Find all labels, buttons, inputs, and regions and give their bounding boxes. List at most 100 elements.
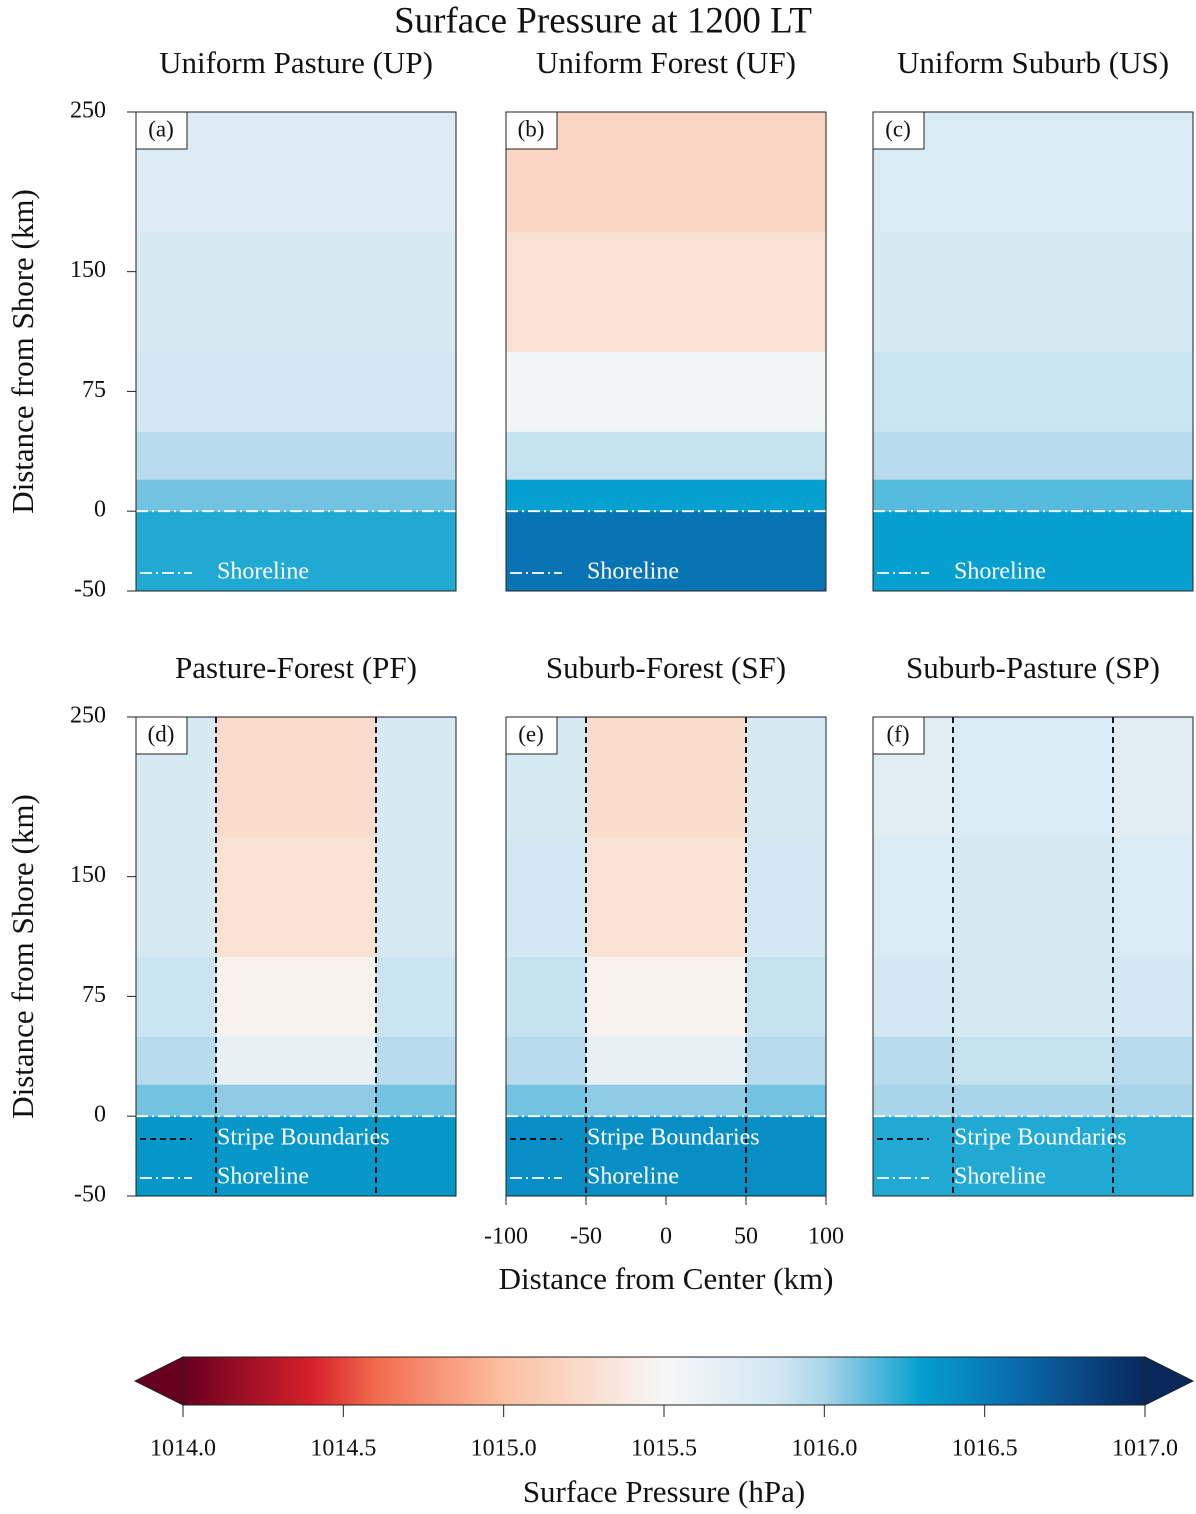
heatmap-cell	[873, 1116, 953, 1197]
heatmap-cell	[376, 1036, 456, 1085]
colorbar-tick-label: 1014.0	[150, 1436, 216, 1462]
colorbar-tick-label: 1016.0	[791, 1436, 857, 1462]
y-tick-label: 75	[82, 377, 106, 403]
heatmap-cell	[136, 351, 456, 432]
heatmap-cell	[506, 836, 586, 957]
heatmap-cell	[506, 231, 826, 352]
heatmap-cell	[376, 717, 456, 838]
x-tick-label: -100	[484, 1224, 528, 1250]
heatmap-cell	[586, 1036, 746, 1085]
heatmap-cell	[1113, 836, 1193, 957]
y-tick-label: 250	[70, 703, 106, 729]
heatmap-cell	[1113, 717, 1193, 838]
panel-label: (f)	[887, 721, 910, 746]
panel-title: Suburb-Pasture (SP)	[906, 650, 1160, 685]
heatmap-cell	[136, 956, 216, 1037]
heatmap-cell	[136, 1036, 216, 1085]
legend-label: Shoreline	[954, 1164, 1046, 1190]
heatmap-cell	[953, 956, 1113, 1037]
panel-title: Uniform Forest (UF)	[536, 45, 796, 80]
panel-label-box	[505, 111, 558, 150]
y-tick-label: -50	[74, 577, 106, 603]
panel-label-box	[872, 716, 925, 755]
legend-label: Stripe Boundaries	[217, 1125, 390, 1151]
panel-label: (b)	[518, 116, 545, 141]
heatmap-cell	[136, 511, 456, 592]
legend-label: Shoreline	[587, 1164, 679, 1190]
panel-title: Uniform Suburb (US)	[897, 45, 1169, 80]
legend-label: Shoreline	[217, 559, 309, 585]
y-tick-label: 250	[70, 98, 106, 124]
panel-frame	[872, 111, 1194, 592]
heatmap-cell	[746, 1036, 826, 1085]
heatmap-cell	[746, 956, 826, 1037]
heatmap-cell	[1113, 1084, 1193, 1117]
heatmap-cell	[873, 231, 1193, 352]
panel-frame	[872, 716, 1194, 1197]
heatmap-cell	[1113, 956, 1193, 1037]
legend-label: Shoreline	[954, 559, 1046, 585]
heatmap-cell	[953, 1084, 1113, 1117]
heatmap-cell	[216, 1036, 376, 1085]
legend-label: Shoreline	[217, 1164, 309, 1190]
heatmap-cell	[136, 1084, 216, 1117]
heatmap-cell	[376, 956, 456, 1037]
x-tick-label: 50	[734, 1224, 758, 1250]
heatmap-cell	[873, 1084, 953, 1117]
y-tick-label: -50	[74, 1182, 106, 1208]
heatmap-cell	[873, 511, 1193, 592]
panel-label-box	[135, 716, 188, 755]
heatmap-cell	[216, 1084, 376, 1117]
heatmap-cell	[746, 1084, 826, 1117]
y-tick-label: 0	[94, 497, 106, 523]
heatmap-cell	[506, 1084, 586, 1117]
heatmap-cell	[216, 717, 376, 838]
heatmap-cell	[506, 1116, 586, 1197]
colorbar-label: Surface Pressure (hPa)	[523, 1474, 805, 1509]
y-tick-label: 0	[94, 1102, 106, 1128]
heatmap-cell	[506, 351, 826, 432]
heatmap-cell	[953, 717, 1113, 838]
heatmap-cell	[953, 1036, 1113, 1085]
panel-label: (a)	[148, 116, 174, 141]
y-axis-label: Distance from Shore (km)	[5, 189, 40, 514]
panel-frame	[505, 111, 827, 592]
heatmap-cell	[216, 836, 376, 957]
colorbar-tick-label: 1016.5	[952, 1436, 1018, 1462]
legend-label: Shoreline	[587, 559, 679, 585]
colorbar-extend-min	[133, 1356, 184, 1406]
heatmap-cell	[746, 836, 826, 957]
heatmap-cell	[953, 1116, 1113, 1197]
heatmap-cell	[506, 511, 826, 592]
y-tick-label: 150	[70, 257, 106, 283]
legend-label: Stripe Boundaries	[954, 1125, 1127, 1151]
heatmap-cell	[873, 956, 953, 1037]
heatmap-cell	[376, 836, 456, 957]
heatmap-cell	[136, 231, 456, 352]
heatmap-cell	[506, 431, 826, 480]
heatmap-cell	[873, 112, 1193, 233]
panel-label: (e)	[518, 721, 544, 746]
heatmap-cell	[586, 956, 746, 1037]
colorbar-tick-label: 1015.5	[631, 1436, 697, 1462]
heatmap-cell	[586, 1084, 746, 1117]
heatmap-cell	[586, 1116, 746, 1197]
x-tick-label: -50	[570, 1224, 602, 1250]
panel-label-box	[505, 716, 558, 755]
heatmap-cell	[1113, 1116, 1193, 1197]
heatmap-cell	[216, 1116, 376, 1197]
panel-title: Suburb-Forest (SF)	[546, 650, 786, 685]
heatmap-cell	[506, 956, 586, 1037]
y-tick-label: 75	[82, 982, 106, 1008]
panel-title: Uniform Pasture (UP)	[159, 45, 433, 80]
heatmap-cell	[216, 956, 376, 1037]
heatmap-cell	[873, 351, 1193, 432]
legend-label: Stripe Boundaries	[587, 1125, 760, 1151]
x-tick-label: 100	[808, 1224, 844, 1250]
y-tick-label: 150	[70, 862, 106, 888]
heatmap-cell	[506, 1036, 586, 1085]
colorbar-tick-label: 1017.0	[1112, 1436, 1178, 1462]
colorbar-extend-max	[1144, 1356, 1195, 1406]
heatmap-cell	[376, 1116, 456, 1197]
colorbar-tick-label: 1014.5	[310, 1436, 376, 1462]
